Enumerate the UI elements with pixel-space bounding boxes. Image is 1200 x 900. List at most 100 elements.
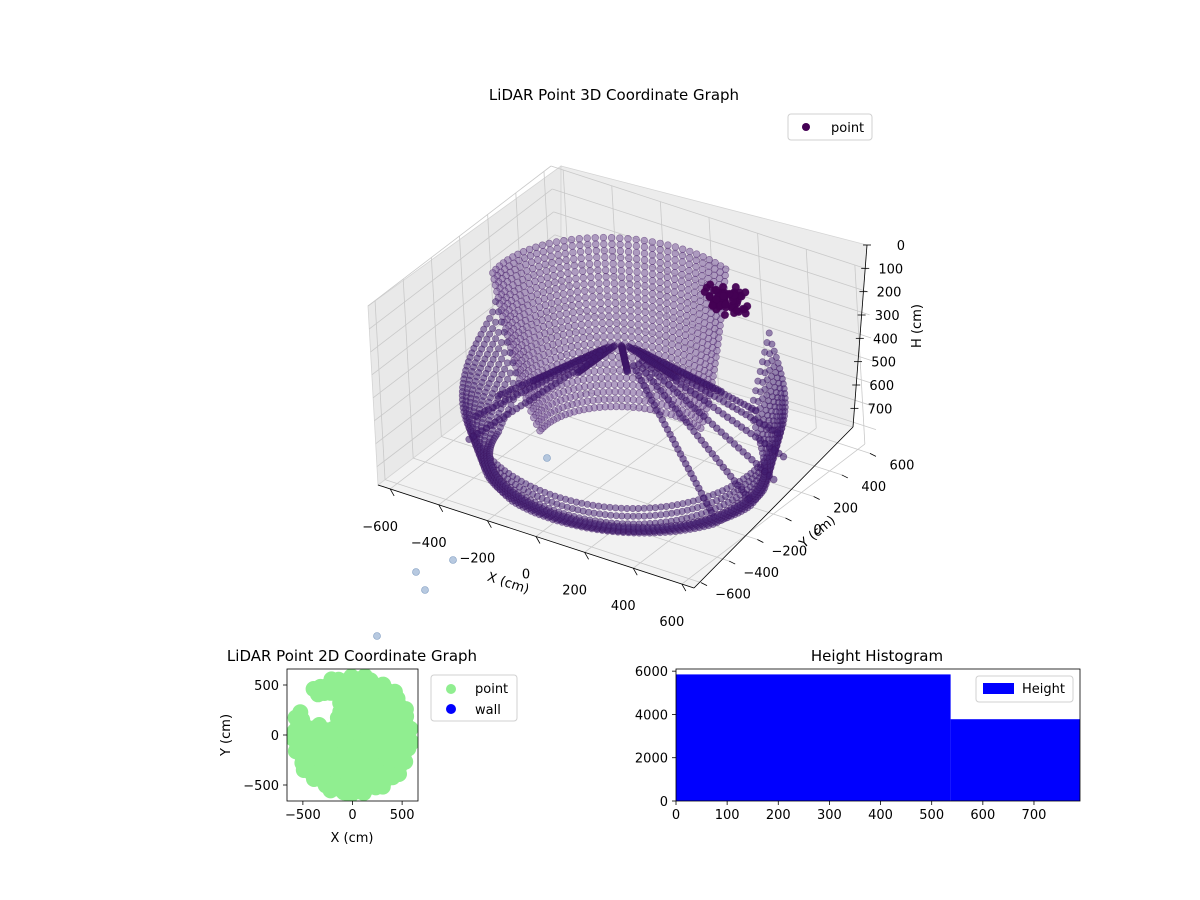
point-marker bbox=[606, 332, 615, 341]
x-tick-label-2d: 0 bbox=[348, 808, 356, 823]
point-marker bbox=[684, 292, 692, 300]
point-marker bbox=[567, 235, 576, 244]
point-marker bbox=[697, 278, 706, 286]
point-marker bbox=[559, 290, 568, 298]
point-marker bbox=[613, 326, 621, 334]
point-marker bbox=[656, 265, 664, 273]
point-marker bbox=[641, 295, 649, 303]
outlier-point bbox=[421, 586, 429, 594]
point-marker bbox=[688, 327, 696, 335]
point-marker bbox=[634, 307, 642, 316]
point-marker bbox=[632, 242, 641, 250]
z-axis-label-3d: H (cm) bbox=[910, 304, 925, 348]
point-marker bbox=[545, 239, 553, 248]
point-marker bbox=[732, 306, 741, 315]
point-marker bbox=[583, 313, 592, 321]
point-marker bbox=[625, 254, 633, 262]
point-marker bbox=[577, 321, 586, 329]
point-marker bbox=[594, 273, 603, 281]
point-marker bbox=[560, 296, 569, 305]
point-marker bbox=[568, 302, 576, 310]
point-marker bbox=[699, 259, 707, 267]
point-cloud-2d bbox=[287, 669, 418, 801]
point-marker bbox=[751, 423, 759, 431]
point-marker bbox=[599, 332, 608, 341]
point-marker bbox=[572, 274, 580, 283]
point-marker bbox=[624, 248, 633, 256]
point-marker bbox=[656, 252, 664, 260]
point-marker bbox=[648, 303, 657, 311]
point-marker bbox=[691, 269, 700, 277]
point-marker bbox=[581, 293, 590, 302]
point-marker bbox=[628, 353, 636, 362]
point-marker bbox=[613, 332, 622, 341]
point-marker bbox=[493, 287, 501, 296]
point-marker-2d bbox=[402, 720, 418, 737]
grid-line bbox=[370, 211, 554, 353]
point-marker bbox=[598, 312, 606, 321]
point-marker bbox=[497, 318, 505, 326]
point-marker bbox=[566, 336, 575, 344]
point-marker bbox=[648, 309, 657, 318]
point-marker bbox=[717, 387, 725, 396]
point-marker bbox=[489, 308, 497, 316]
point-marker bbox=[632, 248, 641, 257]
point-marker bbox=[593, 339, 602, 348]
point-marker bbox=[542, 267, 550, 275]
point-marker bbox=[571, 268, 579, 276]
point-marker bbox=[718, 282, 728, 292]
point-marker bbox=[675, 329, 683, 337]
point-marker bbox=[568, 349, 577, 358]
point-marker bbox=[670, 294, 678, 303]
point-marker bbox=[625, 267, 633, 275]
grid-line bbox=[805, 249, 817, 429]
point-marker bbox=[663, 260, 672, 269]
point-marker bbox=[543, 273, 551, 282]
y-tick-label-3d: −200 bbox=[771, 545, 807, 560]
point-marker bbox=[671, 262, 679, 270]
grid-line bbox=[402, 279, 414, 459]
point-marker bbox=[656, 291, 664, 299]
point-marker bbox=[558, 283, 567, 291]
point-marker bbox=[578, 499, 586, 507]
point-marker bbox=[648, 323, 657, 331]
point-marker bbox=[609, 366, 617, 375]
point-marker bbox=[615, 366, 624, 375]
point-marker bbox=[575, 348, 583, 357]
point-marker bbox=[708, 509, 716, 517]
point-marker bbox=[641, 335, 650, 343]
point-marker bbox=[619, 313, 628, 321]
point-marker bbox=[608, 253, 617, 261]
point-marker bbox=[668, 334, 677, 342]
point-marker bbox=[677, 284, 686, 292]
x-tick-label-3d: 0 bbox=[522, 568, 530, 583]
point-marker bbox=[779, 453, 788, 461]
point-marker bbox=[583, 307, 591, 315]
point-marker bbox=[553, 291, 561, 299]
chart-3d: LiDAR Point 3D Coordinate Graph −600 −400… bbox=[362, 86, 925, 640]
point-marker bbox=[617, 273, 626, 281]
point-marker bbox=[617, 260, 625, 268]
point-marker bbox=[674, 349, 682, 357]
point-marker bbox=[641, 308, 649, 316]
point-marker bbox=[489, 269, 497, 277]
point-marker bbox=[584, 247, 593, 255]
point-marker bbox=[610, 286, 619, 294]
point-marker bbox=[676, 303, 685, 311]
point-marker bbox=[632, 235, 640, 244]
point-marker bbox=[538, 241, 547, 249]
legend-hist: Height bbox=[975, 675, 1074, 703]
point-marker bbox=[495, 308, 503, 316]
point-marker bbox=[773, 429, 782, 437]
y-tick-3d bbox=[813, 496, 820, 500]
z-axis-line bbox=[852, 244, 868, 428]
point-marker bbox=[627, 313, 635, 321]
point-marker bbox=[596, 367, 605, 375]
point-marker bbox=[623, 388, 631, 396]
point-marker bbox=[578, 267, 587, 275]
legend-hist-label: Height bbox=[1022, 682, 1065, 697]
point-marker bbox=[601, 253, 609, 261]
point-marker bbox=[560, 243, 569, 251]
x-tick-label-3d: −600 bbox=[362, 520, 398, 535]
point-marker bbox=[592, 247, 600, 255]
